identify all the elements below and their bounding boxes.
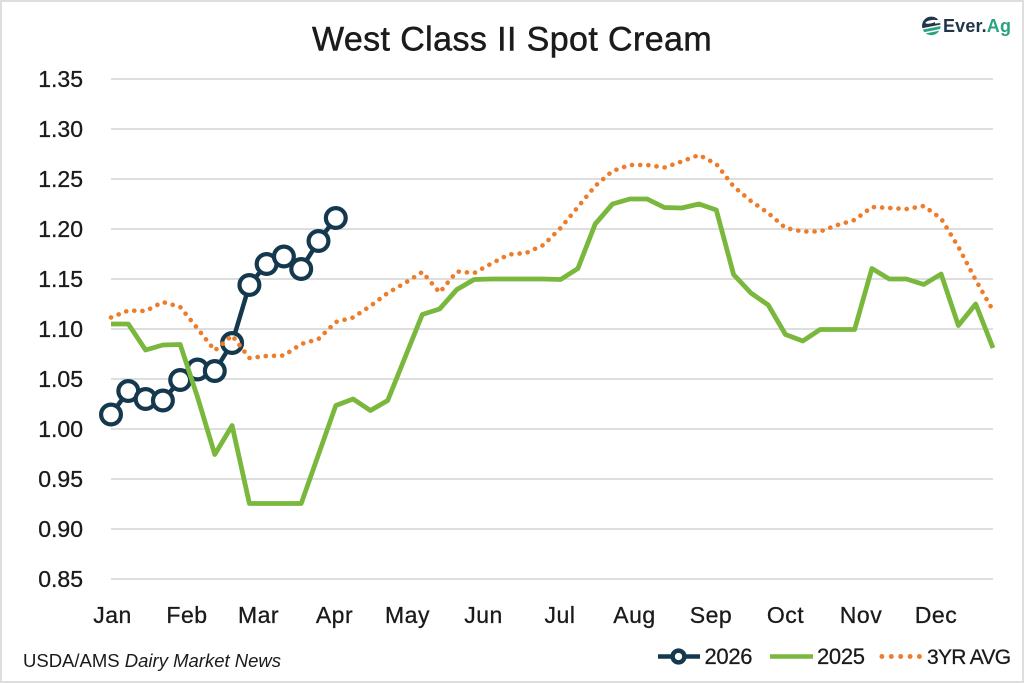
svg-text:Nov: Nov (840, 602, 882, 628)
svg-text:Jun: Jun (464, 602, 503, 628)
svg-text:0.95: 0.95 (38, 466, 83, 492)
svg-text:West Class II Spot Cream: West Class II Spot Cream (312, 21, 712, 59)
svg-text:1.15: 1.15 (38, 266, 83, 292)
svg-text:2025: 2025 (817, 644, 865, 669)
svg-text:May: May (385, 602, 430, 628)
svg-text:0.85: 0.85 (38, 566, 83, 592)
svg-text:3YR AVG: 3YR AVG (927, 646, 1010, 669)
svg-text:Oct: Oct (767, 602, 804, 628)
svg-text:Jan: Jan (93, 602, 132, 628)
svg-text:1.35: 1.35 (38, 66, 83, 92)
svg-text:Dec: Dec (915, 602, 957, 628)
svg-text:Sep: Sep (690, 602, 732, 628)
svg-text:1.30: 1.30 (38, 116, 83, 142)
svg-text:1.10: 1.10 (38, 316, 83, 342)
svg-text:Feb: Feb (166, 602, 207, 628)
svg-text:Jul: Jul (545, 602, 576, 628)
svg-text:1.05: 1.05 (38, 366, 83, 392)
svg-text:Ever.Ag: Ever.Ag (943, 16, 1011, 36)
svg-text:1.00: 1.00 (38, 416, 83, 442)
svg-text:Apr: Apr (316, 602, 353, 628)
svg-text:1.25: 1.25 (38, 166, 83, 192)
svg-text:0.90: 0.90 (38, 516, 83, 542)
svg-text:Aug: Aug (613, 602, 655, 628)
svg-text:2026: 2026 (705, 644, 753, 669)
svg-text:USDA/AMS Dairy Market News: USDA/AMS Dairy Market News (23, 650, 281, 671)
svg-text:1.20: 1.20 (38, 216, 83, 242)
svg-text:Mar: Mar (238, 602, 279, 628)
